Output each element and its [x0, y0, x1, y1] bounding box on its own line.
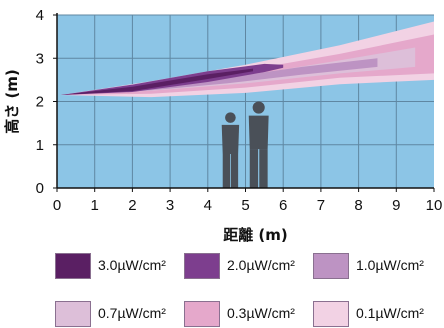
y-tick-label: 4: [36, 7, 44, 24]
x-tick-label: 7: [317, 197, 325, 214]
legend-label: 0.3µW/cm²: [227, 305, 295, 321]
legend-swatch: [184, 253, 220, 279]
legend-swatch: [313, 301, 349, 327]
x-tick-label: 2: [128, 197, 136, 214]
x-tick-label: 10: [426, 197, 443, 214]
x-tick-label: 4: [204, 197, 212, 214]
y-tick-label: 2: [36, 94, 44, 111]
x-axis-title: 距離 (m): [223, 226, 288, 244]
legend-label: 3.0µW/cm²: [98, 257, 166, 273]
band-0.7µW/cm²: [60, 47, 416, 96]
legend-swatch: [55, 253, 91, 279]
people-silhouettes: [221, 101, 269, 188]
x-tick-label: 8: [354, 197, 362, 214]
x-tick-label: 1: [91, 197, 99, 214]
legend-label: 2.0µW/cm²: [227, 257, 295, 273]
x-tick-label: 6: [279, 197, 287, 214]
intensity-bands: [60, 21, 435, 98]
y-tick-label: 0: [36, 180, 44, 197]
person-short: [221, 112, 240, 188]
legend-swatch: [313, 253, 349, 279]
legend-swatch: [184, 301, 220, 327]
band-3.0µW/cm²: [60, 68, 254, 96]
y-tick-label: 3: [36, 50, 44, 67]
person-tall: [248, 101, 269, 188]
legend-label: 0.1µW/cm²: [356, 305, 424, 321]
legend-swatch: [55, 301, 91, 327]
y-tick-labels: 0 1 2 3 4: [36, 7, 57, 197]
band-1.0µW/cm²: [60, 58, 378, 96]
legend-label: 0.7µW/cm²: [98, 305, 166, 321]
legend: 3.0µW/cm² 2.0µW/cm² 1.0µW/cm² 0.7µW/cm² 0.3µ…: [55, 253, 444, 328]
x-tick-label: 9: [392, 197, 400, 214]
y-tick-label: 1: [36, 137, 44, 154]
x-tick-label: 3: [166, 197, 174, 214]
x-tick-label: 5: [241, 197, 249, 214]
x-tick-label: 0: [53, 197, 61, 214]
y-axis-title: 高さ (m): [3, 69, 21, 134]
band-0.1µW/cm²: [60, 21, 435, 98]
band-2.0µW/cm²: [60, 63, 284, 96]
x-tick-labels: 0 1 2 3 4 5 6 7 8 9 10: [53, 188, 443, 214]
legend-label: 1.0µW/cm²: [356, 257, 424, 273]
